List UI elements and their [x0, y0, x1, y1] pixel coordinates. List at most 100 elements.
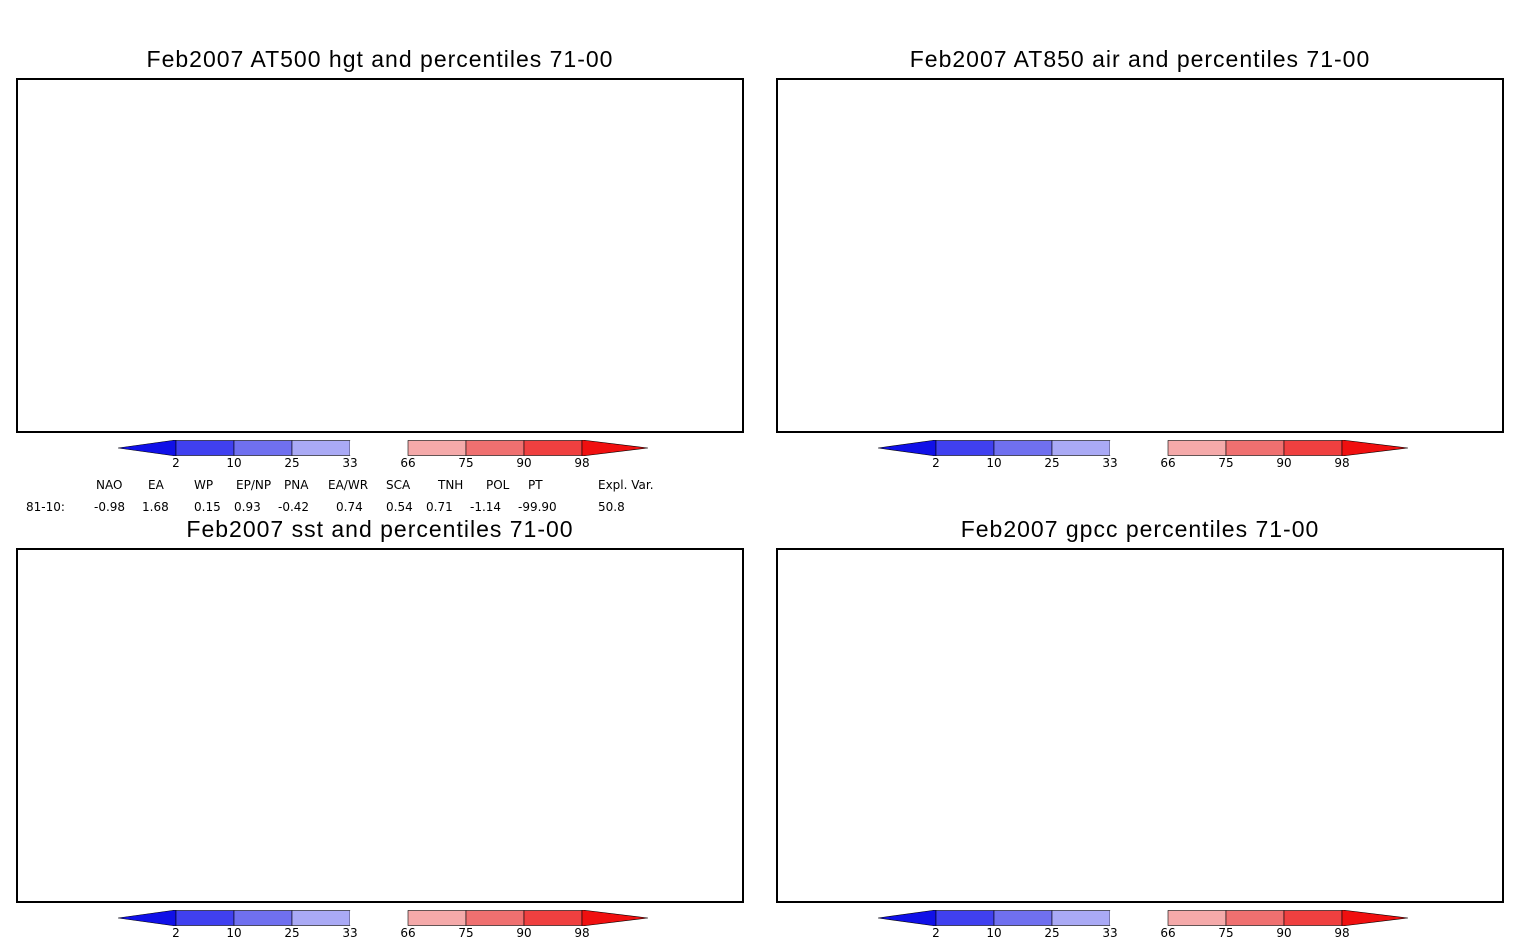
contour-label: 18	[849, 179, 865, 191]
index-value: -99.90	[518, 500, 557, 514]
colorbar-segment	[935, 440, 995, 456]
anomaly-shading	[844, 718, 893, 777]
contour-label: 4	[310, 625, 320, 637]
svg-text:-8: -8	[1217, 174, 1226, 184]
colorbar-tick-label: 33	[1102, 926, 1118, 940]
sst-contour	[208, 619, 350, 781]
temperature-contour	[974, 92, 1199, 216]
height-contour	[111, 117, 440, 274]
panel-title-air850: Feb2007 AT850 air and percentiles 71-00	[909, 46, 1371, 72]
sst-contour	[327, 619, 564, 876]
colorbar-tick-label: 90	[516, 456, 532, 470]
colorbar-tick-label: 98	[1334, 456, 1350, 470]
coastline	[1326, 216, 1375, 354]
svg-text:5680: 5680	[474, 258, 497, 268]
map-sst: 28 28 28 20 0 0 0 4 8 12 16 20 24 28 28 16 4 8 28	[16, 548, 744, 903]
colorbar-tick-label: 2	[932, 926, 940, 940]
height-contour	[32, 106, 527, 351]
svg-text:18: 18	[852, 181, 864, 191]
index-header-row: NAO EA WP EP/NP PNA EA/WR SCA TNH POL PT Expl. Var…	[26, 474, 686, 496]
anomaly-shading	[1215, 139, 1373, 238]
anomaly-shading	[1200, 100, 1249, 159]
sst-contour	[346, 619, 599, 892]
coastline	[875, 203, 915, 341]
colorbar-segment	[993, 910, 1053, 926]
contour-label: 16	[804, 102, 820, 114]
contour-label: 20	[164, 584, 180, 596]
anomaly-shading	[99, 80, 435, 228]
coastline	[263, 141, 362, 190]
svg-text:5120: 5120	[464, 90, 487, 100]
colorbar-segment	[233, 440, 293, 456]
height-contour	[130, 120, 418, 254]
coastline	[164, 579, 283, 619]
contour-label: 4	[415, 647, 425, 659]
colorbar-tick-label: 75	[1218, 456, 1234, 470]
contour-label: 28	[301, 884, 317, 896]
anomaly-shading	[889, 80, 1166, 243]
contour-label: 28	[40, 580, 56, 592]
sst-contour	[287, 619, 493, 844]
contour-label: -8	[1213, 172, 1229, 184]
svg-text:18: 18	[1374, 252, 1386, 262]
coastline	[613, 131, 702, 260]
anomaly-shading	[998, 307, 1077, 347]
colorbar-segment	[1341, 440, 1408, 456]
index-header: POL	[486, 478, 510, 492]
contour-label: 2	[1200, 232, 1210, 244]
colorbar-tick-label: 10	[986, 456, 1002, 470]
svg-text:5840: 5840	[440, 318, 463, 328]
svg-text:5280: 5280	[311, 193, 334, 203]
anomaly-shading	[218, 609, 337, 688]
colorbar-segment	[1225, 910, 1285, 926]
index-header: NAO	[96, 478, 123, 492]
contour-label: 5360	[443, 168, 471, 180]
coastline	[433, 722, 473, 831]
colorbar-strip	[878, 440, 1408, 456]
coastline	[1235, 659, 1413, 744]
svg-text:22: 22	[1281, 381, 1292, 391]
contour-label: 16	[1110, 323, 1126, 335]
svg-text:22: 22	[1259, 367, 1270, 377]
svg-text:5200: 5200	[454, 128, 477, 138]
colorbar-tick-label: 33	[1102, 456, 1118, 470]
anomaly-shading	[1185, 80, 1264, 174]
contour-label: 5600	[467, 235, 495, 247]
height-contour	[189, 128, 352, 196]
index-header: TNH	[438, 478, 464, 492]
colorbar-tick-label: 75	[458, 926, 474, 940]
coastline	[841, 574, 933, 742]
colorbar-segment	[581, 440, 648, 456]
coastline	[1291, 743, 1429, 852]
svg-text:5600: 5600	[470, 238, 493, 248]
index-value: 0.54	[386, 500, 413, 514]
colorbar-segment	[407, 910, 467, 926]
contour-label: 22	[1361, 297, 1377, 309]
contour-label: 6	[1206, 265, 1216, 277]
colorbar-tick-label: 2	[172, 926, 180, 940]
svg-text:0: 0	[397, 583, 403, 593]
anomaly-shading	[425, 693, 484, 723]
contour-label: 20	[283, 722, 299, 734]
coastline	[88, 567, 180, 735]
svg-text:0: 0	[322, 597, 328, 607]
svg-text:5360: 5360	[446, 170, 469, 180]
coastline	[619, 615, 708, 744]
colorbar-segment	[581, 910, 648, 926]
coastline	[387, 826, 535, 846]
contour-label: 8	[361, 625, 371, 637]
contour-label: 28	[685, 692, 701, 704]
colorbar-segment	[878, 910, 937, 926]
height-contour	[71, 112, 483, 313]
sst-contour	[178, 619, 297, 757]
contour-label: 16	[463, 698, 479, 710]
sst-contour	[257, 619, 439, 821]
temperature-contour	[792, 80, 1421, 417]
anomaly-shading	[919, 80, 1107, 199]
contour-label: 0	[233, 631, 243, 643]
coastline	[476, 184, 654, 269]
anomaly-shading	[1368, 317, 1398, 357]
teleconnection-index-table: NAO EA WP EP/NP PNA EA/WR SCA TNH POL PT Expl. Var…	[26, 474, 686, 518]
colorbar-segment	[993, 440, 1053, 456]
colorbar-tick-label: 10	[986, 926, 1002, 940]
